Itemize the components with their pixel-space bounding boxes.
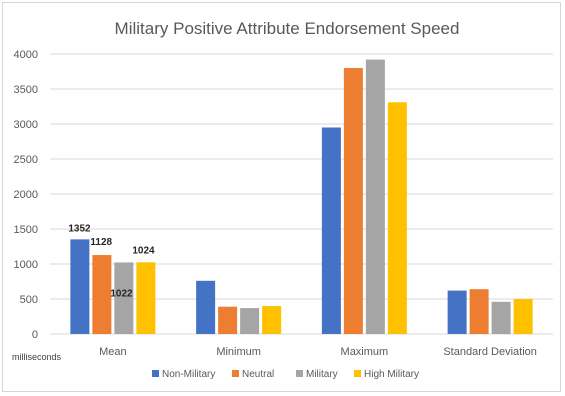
legend-swatch	[152, 370, 159, 377]
chart-title: Military Positive Attribute Endorsement …	[115, 19, 460, 38]
bar-high-military	[262, 306, 282, 334]
legend-label: High Military	[364, 369, 419, 380]
bar-non-military	[447, 290, 467, 334]
y-tick-label: 1000	[14, 259, 38, 271]
bar-military	[240, 308, 260, 334]
bar-military	[491, 301, 511, 334]
y-tick-label: 500	[20, 294, 38, 306]
bar-non-military	[196, 280, 216, 334]
legend-label: Military	[306, 369, 338, 380]
y-axis-ticks: 0 500 1000 1500 2000 2500 3000 3500 4000	[14, 49, 38, 341]
category-label: Maximum	[341, 346, 389, 358]
bar-high-military	[513, 299, 533, 334]
y-tick-label: 3000	[14, 119, 38, 131]
legend: Non-Military Neutral Military High Military	[152, 369, 419, 380]
legend-swatch	[354, 370, 361, 377]
y-tick-label: 3500	[14, 84, 38, 96]
bars	[70, 59, 533, 334]
legend-label: Non-Military	[162, 369, 215, 380]
bar-non-military	[321, 127, 341, 334]
bar-non-military	[70, 239, 90, 334]
y-tick-label: 2500	[14, 154, 38, 166]
bar-high-military	[387, 102, 407, 334]
bar-military	[114, 262, 134, 334]
x-axis-categories: Mean Minimum Maximum Standard Deviation	[99, 346, 537, 358]
legend-swatch	[232, 370, 239, 377]
data-label: 1352	[68, 223, 91, 234]
data-labels: 1352 1128 1022 1024	[68, 223, 155, 299]
bar-military	[365, 59, 385, 334]
y-tick-label: 0	[32, 329, 38, 341]
bar-neutral	[343, 68, 363, 334]
gridlines	[50, 53, 553, 335]
y-tick-label: 4000	[14, 49, 38, 61]
category-label: Standard Deviation	[443, 346, 537, 358]
category-label: Mean	[99, 346, 127, 358]
bar-neutral	[218, 306, 238, 334]
data-label: 1128	[90, 237, 112, 248]
y-tick-label: 1500	[14, 224, 38, 236]
y-axis-unit-label: milliseconds	[12, 352, 62, 362]
bar-neutral	[469, 289, 489, 334]
legend-swatch	[296, 370, 303, 377]
category-label: Minimum	[216, 346, 261, 358]
data-label: 1022	[110, 288, 133, 299]
bar-high-military	[136, 262, 156, 334]
data-label: 1024	[132, 245, 155, 256]
legend-label: Neutral	[242, 369, 274, 380]
y-tick-label: 2000	[14, 189, 38, 201]
bar-neutral	[92, 255, 112, 334]
